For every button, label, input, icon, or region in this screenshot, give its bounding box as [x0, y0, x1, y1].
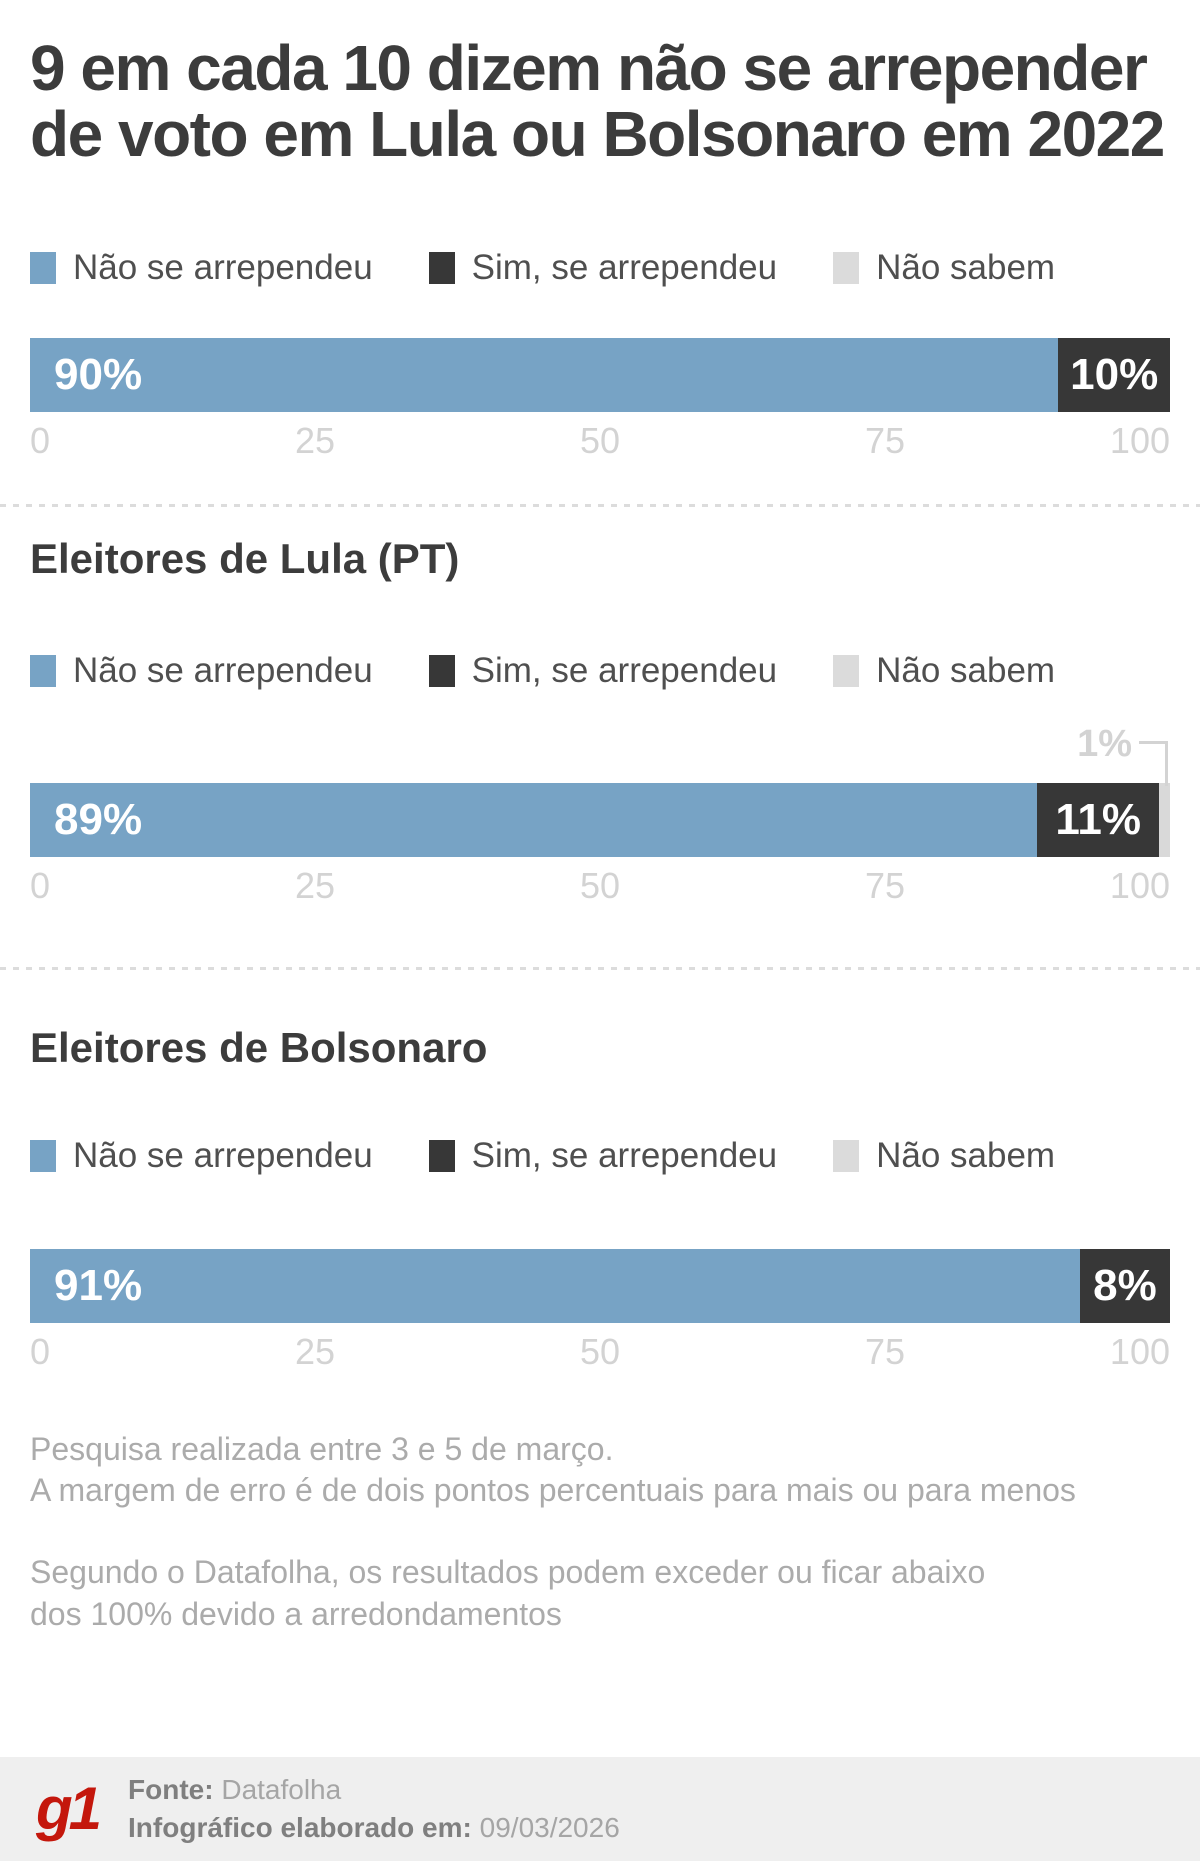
legend: Não se arrependeu Sim, se arrependeu Não s…	[30, 248, 1170, 288]
source-label: Fonte:	[128, 1774, 214, 1806]
axis-tick-25: 25	[294, 1330, 336, 1372]
legend: Não se arrependeu Sim, se arrependeu Não s…	[30, 651, 1170, 691]
legend-swatch-nao-se-arrependeu	[30, 251, 56, 284]
footer-date-line: Infográfico elaborado em: 09/03/2026	[128, 1809, 620, 1847]
footer-bar: g1 Fonte: Datafolha Infográfico elaborad…	[0, 1757, 1200, 1861]
axis-tick-0: 0	[30, 1330, 51, 1372]
bar-value-label: 90%	[54, 349, 143, 399]
legend: Não se arrependeu Sim, se arrependeu Não s…	[30, 1136, 1170, 1176]
legend-swatch-nao-se-arrependeu	[30, 1139, 56, 1172]
legend-swatch-nao-sabem	[833, 654, 860, 687]
legend-label: Não se arrependeu	[73, 247, 373, 287]
legend-item-nao-sabem: Não sabem	[833, 1136, 1055, 1176]
legend-item-nao-se-arrependeu: Não se arrependeu	[30, 651, 373, 691]
x-axis: 0 25 50 75 100	[30, 1330, 1170, 1372]
legend-label: Sim, se arrependeu	[471, 247, 778, 287]
section-heading-lula: Eleitores de Lula (PT)	[30, 534, 460, 582]
legend-item-nao-sabem: Não sabem	[833, 248, 1055, 288]
footer-credits: Fonte: Datafolha Infográfico elaborado e…	[128, 1771, 620, 1847]
legend-item-nao-sabem: Não sabem	[833, 651, 1055, 691]
footnote-margin-of-error: Pesquisa realizada entre 3 e 5 de março.…	[30, 1430, 1076, 1509]
callout-nao-sabem: 1%	[1077, 725, 1168, 786]
g1-logo: g1	[36, 1775, 102, 1842]
axis-tick-0: 0	[30, 864, 51, 906]
bar-segment-sim-se-arrependeu: 11%	[1037, 782, 1159, 857]
source-value: Datafolha	[221, 1774, 342, 1806]
legend-label: Sim, se arrependeu	[471, 1135, 778, 1175]
bar-segment-sim-se-arrependeu: 10%	[1058, 337, 1170, 412]
bar-chart-area: 91% 8% 0 25 50 75 100	[30, 1248, 1170, 1372]
axis-tick-25: 25	[294, 419, 336, 461]
bar-chart-area: 1% 89% 11% 0 25 50 75 100	[30, 725, 1170, 906]
bar-segment-sim-se-arrependeu: 8%	[1079, 1248, 1170, 1323]
bar-value-label: 11%	[1055, 794, 1141, 844]
axis-tick-75: 75	[864, 1330, 906, 1372]
bar-value-label: 91%	[54, 1260, 143, 1310]
legend-label: Não sabem	[876, 247, 1056, 287]
axis-tick-100: 100	[1109, 864, 1170, 906]
page-title: 9 em cada 10 dizem não se arrepender de …	[30, 32, 1165, 170]
bar-value-label: 8%	[1093, 1260, 1157, 1310]
axis-tick-50: 50	[579, 864, 621, 906]
callout-value-label: 1%	[1077, 722, 1132, 765]
date-value: 09/03/2026	[479, 1812, 620, 1843]
section-heading-bolsonaro: Eleitores de Bolsonaro	[30, 1023, 488, 1071]
legend-label: Sim, se arrependeu	[471, 650, 778, 690]
legend-swatch-nao-se-arrependeu	[30, 654, 56, 687]
axis-tick-50: 50	[579, 1330, 621, 1372]
chart-lula-voters: Eleitores de Lula (PT) Não se arrependeu…	[30, 534, 1170, 906]
legend-swatch-sim-se-arrependeu	[428, 251, 455, 284]
dashed-divider	[0, 966, 1200, 970]
bar-value-label: 10%	[1070, 349, 1159, 399]
legend-swatch-sim-se-arrependeu	[428, 1139, 455, 1172]
footer-source-line: Fonte: Datafolha	[128, 1771, 620, 1809]
stacked-bar: 91% 8%	[30, 1248, 1170, 1323]
legend-swatch-nao-sabem	[833, 251, 860, 284]
stacked-bar: 90% 10%	[30, 337, 1170, 412]
axis-tick-50: 50	[579, 419, 621, 461]
x-axis: 0 25 50 75 100	[30, 864, 1170, 906]
chart-bolsonaro-voters: Eleitores de Bolsonaro Não se arrependeu…	[30, 1023, 1170, 1372]
footnote-rounding: Segundo o Datafolha, os resultados podem…	[30, 1554, 986, 1632]
dashed-divider	[0, 503, 1200, 507]
axis-tick-25: 25	[294, 864, 336, 906]
stacked-bar: 89% 11%	[30, 782, 1170, 857]
axis-tick-0: 0	[30, 419, 51, 461]
bar-segment-nao-se-arrependeu: 90%	[30, 337, 1059, 412]
legend-swatch-sim-se-arrependeu	[428, 654, 455, 687]
x-axis: 0 25 50 75 100	[30, 419, 1170, 461]
legend-item-sim-se-arrependeu: Sim, se arrependeu	[428, 650, 778, 691]
legend-label: Não se arrependeu	[73, 650, 373, 690]
chart-all-voters: Não se arrependeu Sim, se arrependeu Não s…	[30, 248, 1170, 461]
bar-segment-nao-se-arrependeu: 89%	[30, 782, 1038, 857]
legend-label: Não sabem	[876, 650, 1056, 690]
axis-tick-100: 100	[1109, 419, 1170, 461]
bar-segment-nao-sabem	[1158, 782, 1170, 857]
bar-value-label: 89%	[54, 794, 143, 844]
legend-label: Não se arrependeu	[73, 1135, 373, 1175]
footnotes: Pesquisa realizada entre 3 e 5 de março.…	[30, 1429, 1170, 1635]
legend-item-nao-se-arrependeu: Não se arrependeu	[30, 248, 373, 288]
axis-tick-75: 75	[864, 419, 906, 461]
legend-item-nao-se-arrependeu: Não se arrependeu	[30, 1136, 373, 1176]
axis-tick-100: 100	[1109, 1330, 1170, 1372]
legend-swatch-nao-sabem	[833, 1139, 860, 1172]
axis-tick-75: 75	[864, 864, 906, 906]
legend-label: Não sabem	[876, 1135, 1056, 1175]
bar-segment-nao-se-arrependeu: 91%	[30, 1248, 1080, 1323]
legend-item-sim-se-arrependeu: Sim, se arrependeu	[428, 247, 778, 288]
bar-chart-area: 90% 10% 0 25 50 75 100	[30, 337, 1170, 461]
date-label: Infográfico elaborado em:	[128, 1812, 472, 1843]
legend-item-sim-se-arrependeu: Sim, se arrependeu	[428, 1135, 778, 1176]
callout-line	[1139, 740, 1168, 786]
